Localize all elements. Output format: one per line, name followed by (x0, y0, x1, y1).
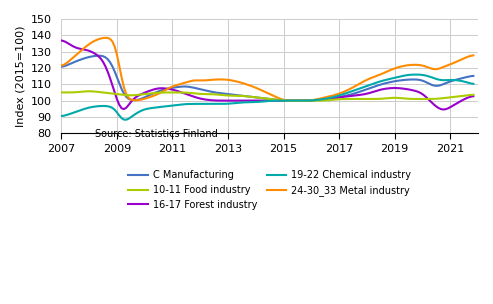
24-30_33 Metal industry (371, 75, 377, 79)
Line: 19-22 Chemical industry: 19-22 Chemical industry (62, 74, 473, 120)
10-11 Food industry (179, 91, 185, 94)
16-17 Forest industry (239, 99, 245, 102)
C Manufacturing (93, 54, 99, 58)
19-22 Chemical industry (123, 118, 129, 122)
24-30_33 Metal industry (241, 82, 247, 85)
24-30_33 Metal industry (103, 36, 108, 40)
16-17 Forest industry (93, 53, 99, 56)
C Manufacturing (100, 54, 106, 58)
10-11 Food industry (59, 91, 65, 94)
C Manufacturing (294, 99, 300, 102)
C Manufacturing (470, 74, 476, 78)
16-17 Forest industry (98, 57, 104, 60)
19-22 Chemical industry (369, 82, 375, 86)
C Manufacturing (96, 54, 102, 57)
C Manufacturing (179, 85, 185, 88)
Line: 10-11 Food industry: 10-11 Food industry (62, 91, 473, 101)
24-30_33 Metal industry (470, 54, 476, 57)
16-17 Forest industry (440, 108, 446, 111)
16-17 Forest industry (470, 95, 476, 98)
Line: 24-30_33 Metal industry: 24-30_33 Metal industry (62, 38, 473, 101)
C Manufacturing (59, 65, 65, 68)
24-30_33 Metal industry (294, 99, 300, 102)
24-30_33 Metal industry (135, 98, 141, 102)
19-22 Chemical industry (179, 103, 185, 106)
10-11 Food industry (86, 89, 92, 93)
24-30_33 Metal industry (59, 64, 65, 67)
Y-axis label: Index (2015=100): Index (2015=100) (15, 26, 25, 127)
10-11 Food industry (241, 94, 247, 98)
19-22 Chemical industry (470, 82, 476, 86)
Legend: C Manufacturing, 10-11 Food industry, 16-17 Forest industry, 19-22 Chemical indu: C Manufacturing, 10-11 Food industry, 16… (128, 170, 411, 210)
10-11 Food industry (299, 99, 305, 102)
Line: C Manufacturing: C Manufacturing (62, 56, 473, 101)
10-11 Food industry (96, 90, 102, 94)
10-11 Food industry (135, 93, 141, 97)
19-22 Chemical industry (98, 104, 104, 108)
19-22 Chemical industry (413, 73, 419, 76)
10-11 Food industry (470, 93, 476, 97)
16-17 Forest industry (176, 90, 182, 94)
C Manufacturing (371, 85, 377, 88)
24-30_33 Metal industry (98, 37, 104, 40)
C Manufacturing (135, 98, 141, 102)
Text: Source: Statistics Finland: Source: Statistics Finland (95, 129, 217, 139)
16-17 Forest industry (366, 91, 372, 95)
19-22 Chemical industry (135, 111, 141, 114)
10-11 Food industry (100, 91, 106, 94)
24-30_33 Metal industry (179, 82, 185, 85)
19-22 Chemical industry (241, 101, 247, 104)
16-17 Forest industry (59, 39, 65, 42)
19-22 Chemical industry (59, 114, 65, 118)
24-30_33 Metal industry (93, 38, 99, 42)
C Manufacturing (241, 94, 247, 98)
Line: 16-17 Forest industry: 16-17 Forest industry (62, 40, 473, 109)
10-11 Food industry (371, 97, 377, 101)
16-17 Forest industry (133, 96, 139, 99)
19-22 Chemical industry (93, 105, 99, 108)
